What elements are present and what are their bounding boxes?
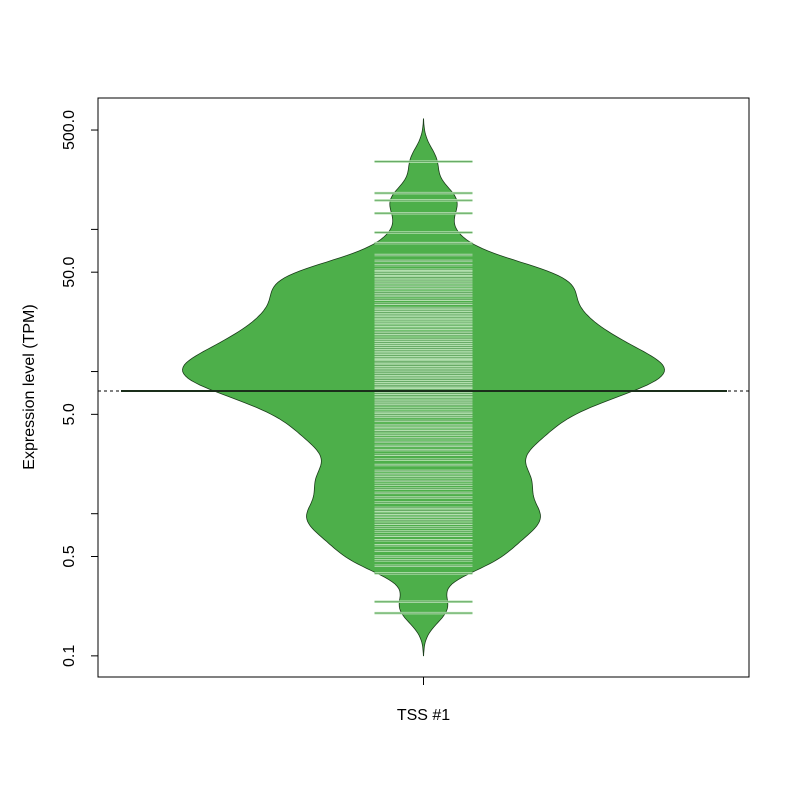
y-tick-label: 0.5	[61, 545, 78, 567]
y-axis-label: Expression level (TPM)	[21, 304, 38, 469]
x-tick-label: TSS #1	[397, 707, 450, 724]
y-tick-label: 50.0	[61, 257, 78, 288]
y-tick-label: 500.0	[61, 110, 78, 150]
y-tick-label: 0.1	[61, 645, 78, 667]
y-tick-label: 5.0	[61, 403, 78, 425]
